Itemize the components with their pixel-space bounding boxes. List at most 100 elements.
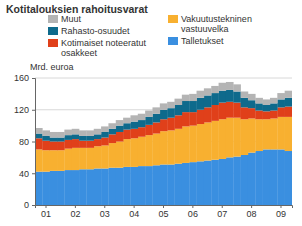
legend-swatch	[168, 15, 178, 23]
bar-segment	[241, 155, 249, 205]
bar-segment	[160, 131, 168, 164]
bar-segment	[226, 82, 234, 90]
bar-segment	[197, 110, 205, 124]
bar-segment	[175, 105, 183, 115]
bar-segment	[72, 134, 80, 139]
tick: 06	[188, 205, 198, 219]
bar-segment	[219, 83, 227, 91]
tick-label: 120	[14, 105, 29, 115]
bar-segment	[219, 103, 227, 120]
bar-segment	[160, 110, 168, 120]
bar-segment	[94, 146, 102, 168]
bar-segment	[123, 123, 131, 129]
bar-segment	[226, 102, 234, 118]
bar-segment	[255, 111, 263, 120]
y-axis: 04080120160	[14, 73, 36, 210]
bar-segment	[277, 93, 285, 99]
bar-segment	[211, 86, 219, 93]
bar-segment	[57, 138, 65, 142]
bar-segment	[285, 151, 292, 205]
bar-segment	[248, 153, 256, 205]
bar-segment	[72, 129, 80, 135]
bar-segment	[35, 172, 43, 205]
bar-segment	[35, 128, 43, 134]
bar-segment	[255, 103, 263, 110]
legend: MuutRahasto-osuudetKotimaiset noteeratut…	[48, 14, 252, 58]
bar-segment	[182, 95, 190, 101]
bar-segment	[138, 120, 146, 127]
bar-segment	[211, 105, 219, 121]
tick-label: 0	[24, 200, 29, 210]
bar-segment	[101, 132, 109, 138]
bar-segment	[197, 124, 205, 161]
legend-item: Muut	[48, 14, 82, 24]
series	[35, 90, 292, 142]
series	[35, 117, 292, 172]
bar-segment	[64, 140, 72, 149]
bar-segment	[204, 88, 212, 95]
bars	[35, 82, 292, 205]
tick: 80	[19, 137, 35, 147]
bar-segment	[57, 150, 65, 171]
bar-segment	[219, 91, 227, 103]
tick-mark	[32, 110, 35, 111]
tick-label: 01	[41, 209, 51, 219]
bar-segment	[189, 162, 197, 205]
bar-segment	[270, 149, 278, 205]
bar-segment	[138, 166, 146, 205]
bar-segment	[145, 111, 153, 117]
bar-segment	[145, 125, 153, 135]
bar-segment	[152, 107, 160, 113]
bar-segment	[101, 138, 109, 146]
bar-segment	[219, 159, 227, 205]
bar-segment	[255, 119, 263, 151]
legend-swatch	[48, 15, 58, 23]
bar-segment	[219, 119, 227, 159]
tick: 120	[14, 105, 35, 115]
tick-label: 05	[158, 209, 168, 219]
bar-segment	[130, 122, 138, 129]
bar-segment	[72, 148, 80, 170]
plot: 04080120160010203040506070809	[14, 73, 293, 219]
bar-segment	[277, 99, 285, 107]
bar-segment	[108, 134, 116, 143]
bar-segment	[35, 138, 43, 149]
tick-mark	[134, 205, 135, 208]
bar-segment	[182, 101, 190, 112]
tick-mark	[104, 205, 105, 208]
bar-segment	[270, 111, 278, 119]
bar-segment	[197, 91, 205, 98]
series	[35, 82, 292, 138]
bar-segment	[79, 141, 87, 148]
bar-segment	[277, 107, 285, 117]
tick-label: 04	[129, 209, 139, 219]
legend-swatch	[48, 39, 58, 47]
tick-label: 07	[217, 209, 227, 219]
bar-segment	[123, 167, 131, 205]
bar-segment	[152, 165, 160, 205]
bar-segment	[211, 93, 219, 105]
bar-segment	[152, 134, 160, 166]
bar-segment	[233, 103, 241, 118]
bar-segment	[182, 163, 190, 205]
axis-line	[36, 206, 293, 209]
bar-segment	[94, 134, 102, 139]
bar-segment	[116, 126, 124, 132]
bar-segment	[248, 94, 256, 100]
tick-mark	[32, 173, 35, 174]
y-axis-title: Mrd. euroa	[30, 62, 74, 72]
bar-segment	[226, 157, 234, 205]
bar-segment	[50, 138, 58, 142]
bar-segment	[263, 111, 271, 119]
tick-mark	[163, 205, 164, 208]
bar-segment	[108, 129, 116, 135]
tick-label: 40	[19, 169, 29, 179]
legend-label: Muut	[61, 14, 82, 24]
tick: 01	[41, 205, 51, 219]
legend-item: Vakuutustekninenvastuuvelka	[168, 14, 252, 34]
grid	[35, 78, 292, 205]
bar-segment	[189, 94, 197, 101]
tick: 40	[19, 169, 35, 179]
tick-mark	[32, 205, 35, 206]
bar-segment	[116, 132, 124, 142]
